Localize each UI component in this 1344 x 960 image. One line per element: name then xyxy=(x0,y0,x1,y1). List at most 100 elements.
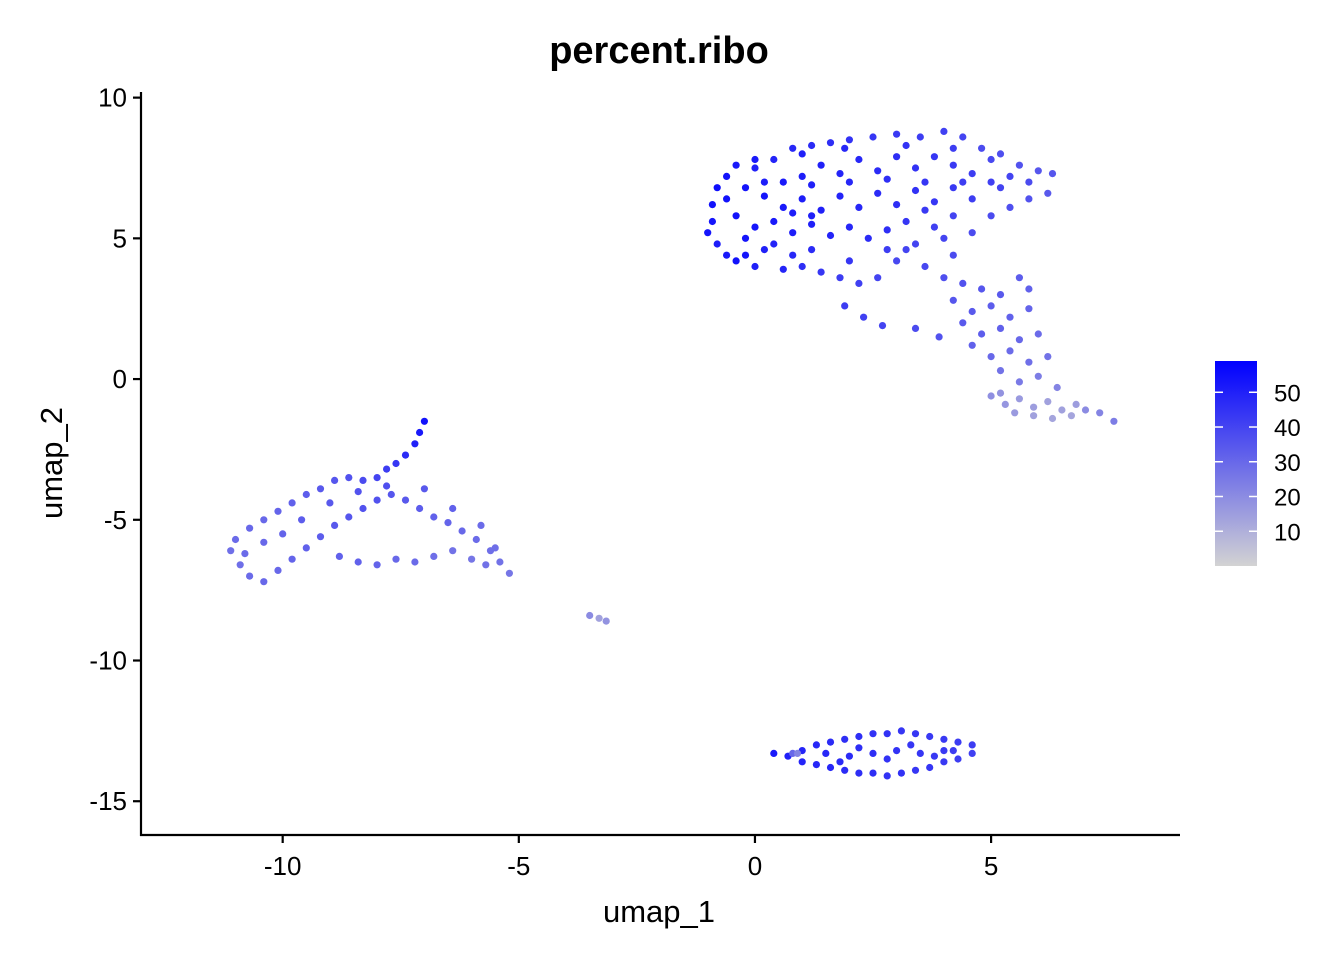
scatter-point xyxy=(968,170,976,178)
colorbar-legend: 10 20 30 40 50 xyxy=(1215,361,1301,566)
scatter-point xyxy=(793,749,802,758)
scatter-point xyxy=(449,504,457,513)
scatter-point xyxy=(996,324,1005,332)
scatter-point xyxy=(383,465,391,473)
scatter-point xyxy=(968,195,976,203)
scatter-point xyxy=(1044,189,1052,197)
scatter-point xyxy=(586,611,594,620)
scatter-point xyxy=(1025,358,1033,366)
scatter-point xyxy=(1048,170,1057,178)
scatter-point xyxy=(949,212,957,220)
scatter-point xyxy=(987,212,995,220)
scatter-point xyxy=(373,474,381,482)
scatter-point xyxy=(345,513,353,521)
scatter-point xyxy=(760,192,769,200)
scatter-point xyxy=(996,367,1005,375)
scatter-point xyxy=(723,195,731,203)
chart-title: percent.ribo xyxy=(549,30,769,72)
scatter-point xyxy=(869,133,877,141)
scatter-point xyxy=(855,279,863,287)
scatter-point xyxy=(345,474,353,482)
scatter-point xyxy=(383,482,391,490)
scatter-point xyxy=(1015,274,1024,282)
colorbar-tick-label: 50 xyxy=(1274,380,1301,407)
scatter-point xyxy=(392,555,400,563)
scatter-point xyxy=(968,749,976,758)
y-tick-label: -5 xyxy=(104,505,127,535)
scatter-point xyxy=(940,127,948,135)
x-axis-title: umap_1 xyxy=(603,894,715,929)
scatter-point xyxy=(416,428,424,437)
scatter-point xyxy=(288,555,296,563)
scatter-point xyxy=(855,769,863,777)
y-tick-label: 5 xyxy=(113,223,127,253)
scatter-point xyxy=(335,552,343,561)
scatter-point xyxy=(959,133,967,141)
scatter-point xyxy=(954,738,962,746)
scatter-point xyxy=(326,499,334,507)
scatter-point xyxy=(770,155,778,164)
scatter-point xyxy=(331,476,339,484)
scatter-point xyxy=(231,535,240,544)
scatter-point xyxy=(751,262,759,271)
scatter-point xyxy=(387,490,395,499)
scatter-point xyxy=(354,488,362,496)
scatter-point xyxy=(841,302,849,310)
scatter-point xyxy=(836,758,844,766)
x-tick-label: 0 xyxy=(748,851,762,881)
scatter-point xyxy=(708,201,717,209)
scatter-point xyxy=(968,741,976,749)
scatter-point xyxy=(845,136,854,144)
scatter-point xyxy=(808,181,816,189)
scatter-point xyxy=(723,172,731,180)
scatter-point xyxy=(789,229,797,237)
scatter-point xyxy=(949,161,957,169)
scatter-point xyxy=(911,240,920,248)
scatter-point xyxy=(826,763,835,772)
scatter-point xyxy=(940,747,948,755)
scatter-point xyxy=(907,741,915,749)
scatter-point xyxy=(996,150,1005,158)
scatter-point xyxy=(987,392,995,400)
scatter-point xyxy=(274,507,282,515)
scatter-point xyxy=(996,291,1005,299)
scatter-point xyxy=(940,735,948,743)
colorbar-tick-label: 40 xyxy=(1274,415,1301,442)
scatter-point xyxy=(288,499,296,507)
scatter-point xyxy=(916,749,924,758)
scatter-point xyxy=(1053,383,1061,392)
scatter-point xyxy=(911,186,920,195)
scatter-point xyxy=(864,234,872,242)
scatter-point xyxy=(855,732,863,741)
scatter-point xyxy=(883,730,891,738)
scatter-point xyxy=(940,234,948,242)
scatter-point xyxy=(760,246,769,254)
scatter-point xyxy=(949,144,957,152)
scatter-point xyxy=(883,226,891,234)
scatter-point xyxy=(897,727,906,735)
colorbar-tick-label: 30 xyxy=(1274,450,1301,477)
scatter-point xyxy=(1025,178,1033,186)
scatter-point xyxy=(798,150,806,158)
scatter-point xyxy=(359,504,367,513)
scatter-point xyxy=(808,246,816,254)
scatter-point xyxy=(1015,161,1024,169)
y-axis-title: umap_2 xyxy=(34,407,69,519)
scatter-point xyxy=(874,167,882,175)
scatter-point xyxy=(392,459,400,468)
colorbar-tick-label: 10 xyxy=(1274,519,1301,546)
scatter-point xyxy=(930,752,939,760)
scatter-point xyxy=(968,229,976,237)
scatter-point xyxy=(260,516,268,524)
scatter-point xyxy=(826,139,835,147)
scatter-point xyxy=(869,769,877,777)
scatter-point xyxy=(227,547,235,555)
colorbar-ticks: 10 20 30 40 50 xyxy=(1215,380,1301,546)
scatter-point xyxy=(949,184,957,192)
scatter-point xyxy=(940,758,948,766)
scatter-point xyxy=(411,558,419,566)
scatter-point xyxy=(1067,412,1075,420)
scatter-point xyxy=(1072,400,1080,408)
scatter-point xyxy=(449,547,457,555)
scatter-point xyxy=(430,552,438,561)
